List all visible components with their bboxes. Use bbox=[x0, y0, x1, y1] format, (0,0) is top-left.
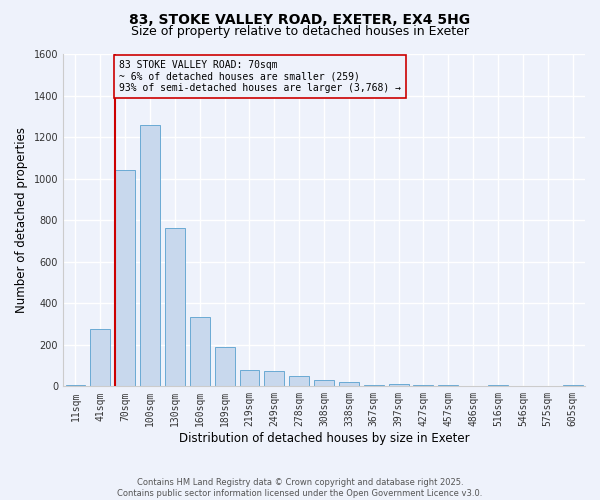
Bar bbox=[190, 317, 209, 386]
Bar bbox=[339, 382, 359, 386]
Bar bbox=[289, 376, 309, 386]
Bar bbox=[165, 228, 185, 386]
Bar bbox=[389, 384, 409, 386]
Bar bbox=[265, 371, 284, 386]
Bar bbox=[91, 328, 110, 386]
X-axis label: Distribution of detached houses by size in Exeter: Distribution of detached houses by size … bbox=[179, 432, 469, 445]
Bar bbox=[140, 124, 160, 386]
Text: 83 STOKE VALLEY ROAD: 70sqm
~ 6% of detached houses are smaller (259)
93% of sem: 83 STOKE VALLEY ROAD: 70sqm ~ 6% of deta… bbox=[119, 60, 401, 94]
Bar bbox=[115, 170, 135, 386]
Y-axis label: Number of detached properties: Number of detached properties bbox=[15, 127, 28, 313]
Text: Contains HM Land Registry data © Crown copyright and database right 2025.
Contai: Contains HM Land Registry data © Crown c… bbox=[118, 478, 482, 498]
Text: 83, STOKE VALLEY ROAD, EXETER, EX4 5HG: 83, STOKE VALLEY ROAD, EXETER, EX4 5HG bbox=[130, 12, 470, 26]
Bar bbox=[215, 347, 235, 387]
Bar bbox=[239, 370, 259, 386]
Text: Size of property relative to detached houses in Exeter: Size of property relative to detached ho… bbox=[131, 25, 469, 38]
Bar bbox=[314, 380, 334, 386]
